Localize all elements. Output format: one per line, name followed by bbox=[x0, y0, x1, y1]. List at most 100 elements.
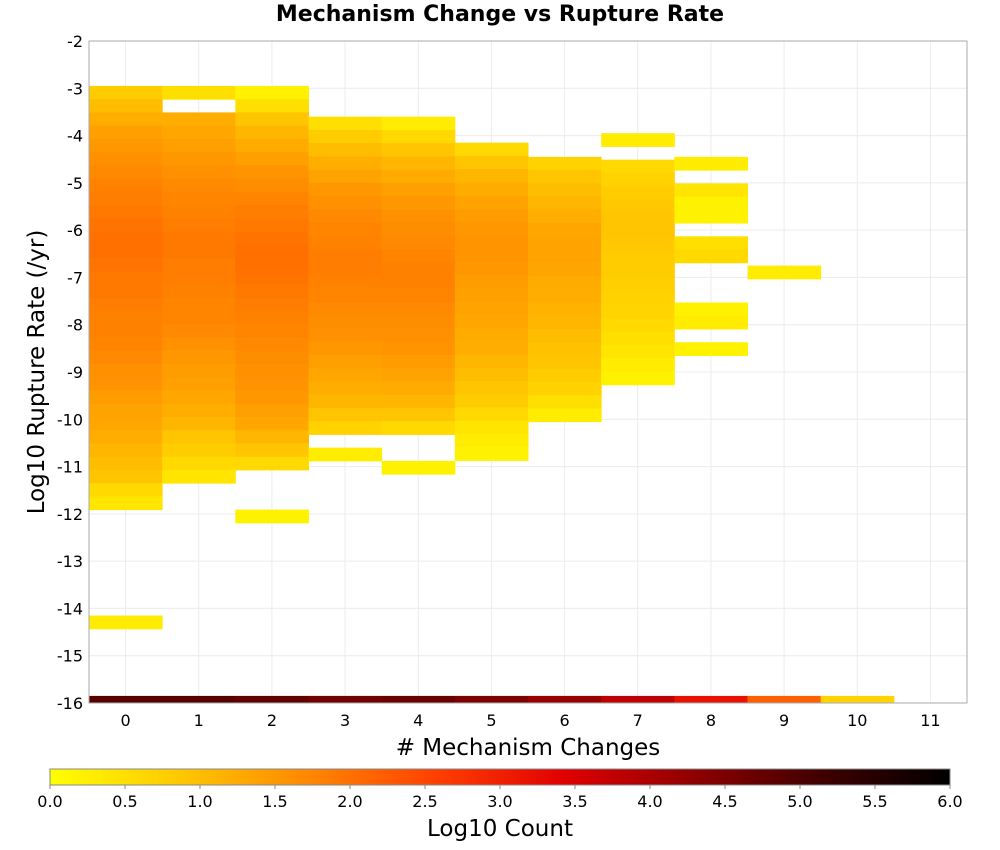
heatmap-cell bbox=[454, 407, 529, 422]
heatmap-cell bbox=[89, 138, 163, 153]
heatmap-cell bbox=[89, 165, 163, 180]
heatmap-cell bbox=[601, 331, 675, 346]
heatmap-cell bbox=[162, 152, 236, 166]
heatmap-cell bbox=[381, 249, 456, 263]
heatmap-cell bbox=[89, 363, 163, 378]
heatmap-cell bbox=[308, 354, 383, 369]
heatmap-cell bbox=[235, 138, 309, 153]
heatmap-cell bbox=[454, 367, 529, 382]
heatmap-cell bbox=[235, 165, 309, 180]
heatmap-cell bbox=[381, 421, 456, 435]
heatmap-cell bbox=[308, 275, 383, 290]
heatmap-cell bbox=[381, 341, 456, 356]
heatmap-cell bbox=[162, 377, 236, 391]
heatmap-cell bbox=[601, 345, 675, 359]
heatmap-cell bbox=[89, 416, 163, 431]
heatmap-cell bbox=[89, 615, 163, 630]
heatmap-cell bbox=[235, 125, 309, 140]
heatmap-cell bbox=[674, 196, 748, 211]
heatmap-cell bbox=[162, 138, 236, 153]
y-tick-label: -15 bbox=[57, 647, 83, 666]
heatmap-cell bbox=[308, 288, 383, 303]
heatmap-cell bbox=[454, 208, 529, 223]
heatmap-cell bbox=[162, 231, 236, 246]
heatmap-cell bbox=[674, 183, 748, 198]
heatmap-cell bbox=[162, 430, 236, 444]
x-tick-label: 7 bbox=[633, 711, 643, 730]
heatmap-cell bbox=[162, 311, 236, 325]
heatmap-cell bbox=[89, 191, 163, 206]
heatmap-cell bbox=[381, 407, 456, 422]
heatmap-cell bbox=[89, 125, 163, 140]
heatmap-cells bbox=[89, 85, 895, 703]
heatmap-cell bbox=[235, 205, 309, 219]
heatmap-cell bbox=[162, 297, 236, 312]
heatmap-cell bbox=[454, 341, 529, 356]
colorbar bbox=[49, 768, 951, 786]
heatmap-cell bbox=[601, 292, 675, 306]
heatmap-cell bbox=[601, 305, 675, 320]
x-tick-label: 0 bbox=[120, 711, 130, 730]
heatmap-cell bbox=[454, 433, 529, 448]
heatmap-cell bbox=[528, 342, 602, 356]
heatmap-cell bbox=[235, 416, 309, 431]
heatmap-cell bbox=[674, 209, 748, 224]
heatmap-cell bbox=[89, 443, 163, 458]
colorbar-tick-label: 3.5 bbox=[562, 792, 587, 811]
heatmap-cell bbox=[601, 265, 675, 280]
x-axis-label: # Mechanism Changes bbox=[396, 735, 661, 761]
heatmap-cell bbox=[528, 368, 602, 383]
heatmap-cell bbox=[528, 249, 602, 264]
heatmap-cell bbox=[674, 302, 748, 317]
heatmap-cell bbox=[528, 395, 602, 409]
heatmap-cell bbox=[89, 99, 163, 113]
heatmap-cell bbox=[601, 695, 675, 703]
heatmap-cell bbox=[528, 276, 602, 290]
heatmap-cell bbox=[454, 235, 529, 250]
heatmap-cell bbox=[381, 288, 456, 303]
heatmap-cell bbox=[601, 199, 675, 214]
heatmap-cell bbox=[308, 421, 383, 435]
heatmap-cell bbox=[674, 342, 748, 356]
heatmap-cell bbox=[454, 380, 529, 395]
heatmap-cell bbox=[162, 390, 236, 405]
x-tick-labels: 0 1 2 3 4 5 6 7 8 9 10 11 bbox=[120, 711, 940, 730]
heatmap-cell bbox=[89, 244, 163, 259]
heatmap-cell bbox=[528, 381, 602, 396]
heatmap-cell bbox=[235, 363, 309, 378]
heatmap-cell bbox=[454, 328, 529, 342]
heatmap-cell bbox=[89, 377, 163, 391]
heatmap-cell bbox=[89, 337, 163, 352]
heatmap-cell bbox=[308, 129, 383, 144]
y-tick-label: -5 bbox=[67, 174, 83, 193]
heatmap-cell bbox=[308, 447, 383, 462]
heatmap-cell bbox=[381, 354, 456, 369]
heatmap-cell bbox=[601, 239, 675, 253]
heatmap-cell bbox=[89, 311, 163, 325]
heatmap-cell bbox=[381, 235, 456, 250]
x-tick-label: 4 bbox=[413, 711, 423, 730]
heatmap-cell bbox=[162, 363, 236, 378]
heatmap-cell bbox=[528, 289, 602, 303]
x-tick-label: 10 bbox=[847, 711, 867, 730]
heatmap-cell bbox=[162, 112, 236, 127]
heatmap-cell bbox=[162, 324, 236, 338]
heatmap-cell bbox=[454, 248, 529, 263]
heatmap-cell bbox=[454, 182, 529, 197]
x-tick-label: 11 bbox=[920, 711, 940, 730]
colorbar-tick-label: 5.0 bbox=[787, 792, 812, 811]
heatmap-cell bbox=[308, 315, 383, 329]
heatmap-cell bbox=[601, 186, 675, 200]
heatmap-cell bbox=[235, 297, 309, 312]
heatmap-cell bbox=[381, 129, 456, 144]
heatmap-cell bbox=[454, 394, 529, 408]
heatmap-cell bbox=[89, 695, 163, 703]
heatmap-cell bbox=[235, 152, 309, 166]
heatmap-cell bbox=[528, 695, 602, 703]
heatmap-cell bbox=[235, 231, 309, 246]
heatmap-cell bbox=[528, 223, 602, 237]
heatmap-cell bbox=[89, 205, 163, 219]
heatmap-cell bbox=[308, 116, 383, 131]
heatmap-cell bbox=[454, 155, 529, 170]
heatmap-cell bbox=[381, 196, 456, 210]
